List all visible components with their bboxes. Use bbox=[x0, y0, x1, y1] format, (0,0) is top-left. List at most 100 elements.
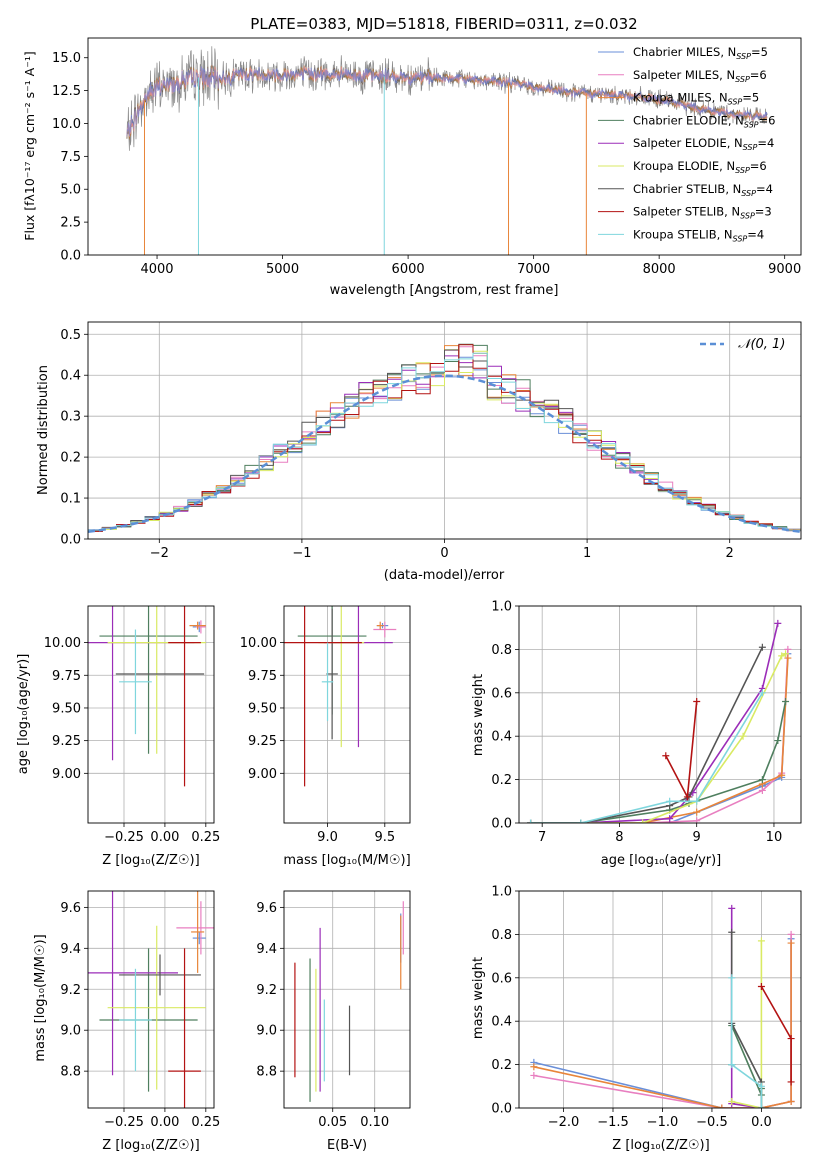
weight-line bbox=[730, 977, 763, 1108]
weight-marker bbox=[728, 974, 736, 982]
y-tick-label: 9.75 bbox=[248, 669, 277, 684]
residual-ylabel: Normed distribution bbox=[36, 365, 51, 495]
y-tick-label: 8.8 bbox=[256, 1065, 277, 1080]
axes-frame bbox=[87, 890, 215, 1109]
legend-label: Salpeter STELIB, NSSP=3 bbox=[633, 205, 772, 221]
legend-label: Salpeter ELODIE, NSSP=4 bbox=[633, 136, 774, 152]
weight-marker bbox=[530, 1071, 538, 1079]
weight-marker bbox=[693, 817, 701, 823]
y-tick-label: 9.2 bbox=[60, 983, 81, 998]
weight-marker bbox=[784, 654, 792, 662]
y-tick-label: 0.6 bbox=[491, 971, 512, 986]
legend-label: Chabrier ELODIE, NSSP=6 bbox=[633, 113, 775, 129]
weight-marker bbox=[787, 930, 795, 938]
weight-lines bbox=[527, 619, 792, 823]
y-tick-label: 0.2 bbox=[491, 773, 512, 788]
errorbars bbox=[294, 901, 404, 1102]
y-tick-label: 2.5 bbox=[60, 216, 81, 231]
weight-marker bbox=[784, 645, 792, 653]
y-tick-label: 8.8 bbox=[60, 1065, 81, 1080]
z-weight-xlabel: Z [log₁₀(Z/Z☉)] bbox=[612, 1138, 709, 1153]
y-tick-label: 9.6 bbox=[256, 901, 277, 916]
y-tick-label: 9.50 bbox=[52, 701, 81, 716]
y-tick-label: 9.4 bbox=[256, 942, 277, 957]
axes-frame bbox=[87, 605, 215, 824]
legend-label: Chabrier MILES, NSSP=5 bbox=[633, 45, 768, 61]
weight-marker bbox=[693, 797, 701, 805]
y-tick-label: 0.8 bbox=[491, 928, 512, 943]
x-tick-label: 5000 bbox=[266, 262, 299, 277]
legend-label: Salpeter MILES, NSSP=6 bbox=[633, 68, 767, 84]
weight-marker bbox=[662, 752, 670, 760]
legend-label: Kroupa STELIB, NSSP=4 bbox=[633, 227, 764, 243]
x-tick-label: −1 bbox=[292, 546, 311, 561]
weight-marker bbox=[527, 819, 535, 823]
y-tick-label: 9.25 bbox=[52, 734, 81, 749]
y-tick-label: 9.0 bbox=[60, 1024, 81, 1039]
mass-age-xlabel: mass [log₁₀(M/M☉)] bbox=[283, 853, 410, 868]
legend-label: Kroupa ELODIE, NSSP=6 bbox=[633, 159, 767, 175]
ebv-mass-panel: 0.05 0.10 8.8 9.0 9.2 9.4 9.6 E(B-V) bbox=[256, 890, 411, 1153]
x-tick-label: 6000 bbox=[392, 262, 425, 277]
x-tick-label: 7000 bbox=[517, 262, 550, 277]
spectrum-ylabel: Flux [fλ10⁻¹⁷ erg cm⁻² s⁻¹ A⁻¹] bbox=[22, 51, 37, 240]
weight-line bbox=[530, 623, 779, 823]
residual-panel: −2 −1 0 1 2 0.0 0.1 0.2 0.3 0.4 0.5 (data-model)/e… bbox=[36, 321, 802, 583]
axes-frame bbox=[87, 321, 802, 540]
y-tick-label: 1.0 bbox=[491, 885, 512, 900]
x-tick-label: 0.00 bbox=[150, 1115, 179, 1130]
weight-marker bbox=[758, 689, 766, 697]
z-weight-panel: −2.0 −1.5 −1.0 −0.5 0.0 0.0 0.2 0.4 0.6 0.8 1.0 Z … bbox=[471, 885, 802, 1153]
residual-xlabel: (data-model)/error bbox=[384, 568, 505, 583]
y-tick-label: 9.4 bbox=[60, 942, 81, 957]
x-tick-label: 7 bbox=[538, 830, 546, 845]
weight-marker bbox=[757, 1082, 765, 1090]
axes-frame bbox=[283, 605, 411, 824]
y-tick-label: 5.0 bbox=[60, 183, 81, 198]
x-tick-label: 8 bbox=[615, 830, 623, 845]
z-mass-panel: −0.25 0.00 0.25 8.8 9.0 9.2 9.4 9.6 Z [log₁₀(Z/… bbox=[33, 890, 220, 1153]
spectrum-xlabel: wavelength [Angstrom, rest frame] bbox=[330, 283, 559, 298]
y-tick-label: 0.5 bbox=[60, 328, 81, 343]
weight-marker bbox=[787, 939, 795, 947]
x-tick-label: 0.25 bbox=[191, 1115, 220, 1130]
y-tick-label: 12.5 bbox=[52, 84, 81, 99]
weight-marker bbox=[778, 652, 786, 660]
errorbars bbox=[284, 606, 397, 787]
y-tick-label: 9.75 bbox=[52, 669, 81, 684]
x-tick-label: −1.5 bbox=[597, 1115, 629, 1130]
y-tick-label: 15.0 bbox=[52, 51, 81, 66]
weight-marker bbox=[758, 786, 766, 794]
y-tick-label: 9.25 bbox=[248, 734, 277, 749]
y-tick-label: 0.0 bbox=[491, 1102, 512, 1117]
x-tick-label: −2.0 bbox=[548, 1115, 580, 1130]
errorbars bbox=[88, 606, 206, 787]
weight-marker bbox=[758, 643, 766, 651]
weight-marker bbox=[774, 619, 782, 627]
weight-marker bbox=[577, 819, 585, 823]
y-tick-label: 0.1 bbox=[60, 492, 81, 507]
x-tick-label: 0.05 bbox=[318, 1115, 347, 1130]
gaussian-curve bbox=[88, 374, 801, 534]
y-tick-label: 0.2 bbox=[491, 1058, 512, 1073]
z-age-ylabel: age [log₁₀(age/yr)] bbox=[16, 654, 31, 775]
x-tick-label: 0.00 bbox=[150, 830, 179, 845]
weight-marker bbox=[757, 1104, 765, 1108]
axes-frame bbox=[518, 890, 802, 1109]
weight-marker bbox=[774, 737, 782, 745]
weight-lines bbox=[530, 904, 795, 1108]
age-weight-panel: 7 8 9 10 0.0 0.2 0.4 0.6 0.8 1.0 age [log₁₀(age/y… bbox=[471, 600, 802, 868]
spectrum-panel: PLATE=0383, MJD=51818, FIBERID=0311, z=0… bbox=[22, 15, 802, 298]
axes-frame bbox=[87, 37, 802, 256]
weight-marker bbox=[757, 982, 765, 990]
weight-marker bbox=[693, 697, 701, 705]
y-tick-label: 0.4 bbox=[60, 369, 81, 384]
y-tick-label: 7.5 bbox=[60, 150, 81, 165]
axes-frame bbox=[283, 890, 411, 1109]
errorbars bbox=[88, 891, 214, 1108]
x-tick-label: −0.25 bbox=[104, 830, 144, 845]
model-spectrum bbox=[126, 66, 768, 137]
x-tick-label: 8000 bbox=[643, 262, 676, 277]
y-tick-label: 0.3 bbox=[60, 410, 81, 425]
weight-marker bbox=[782, 650, 790, 658]
